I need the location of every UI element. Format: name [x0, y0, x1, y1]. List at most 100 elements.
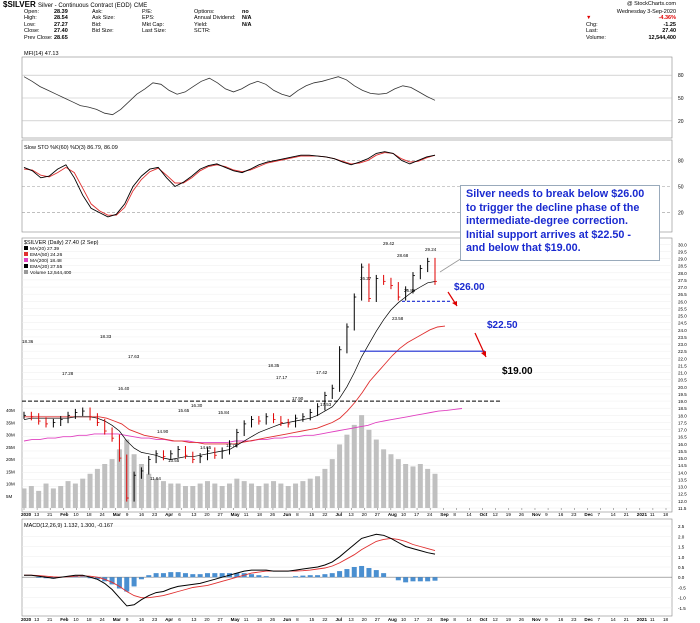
x-tick-label: Feb [60, 512, 68, 517]
quote-value: 28.65 [54, 34, 68, 41]
price-label: 26.85 [404, 288, 416, 293]
x-tick-label: Dec [584, 512, 593, 517]
x-tick-label: 17 [414, 617, 420, 622]
x-tick-label: May [231, 512, 240, 517]
quote-label: High: [24, 15, 37, 22]
volume-bar [146, 473, 152, 508]
exchange: CME [133, 3, 148, 9]
x-tick-label: 16 [139, 512, 145, 517]
volume-bar [87, 473, 93, 508]
quote-value: N/A [242, 21, 252, 28]
y-tick-label: -0.5 [678, 585, 686, 590]
x-tick-label: 10 [73, 617, 79, 622]
quote-mid3: Options: no Annual Dividend: N/A Yield: N/A… [194, 9, 274, 35]
y-tick-label: 25.0 [678, 314, 687, 319]
y-tick-label: 2.5 [678, 524, 685, 529]
price-label: 17.17 [276, 375, 288, 380]
y-tick-label: 14.0 [678, 470, 687, 475]
quote-value: 28.39 [54, 9, 68, 15]
price-label: 16.30 [191, 403, 203, 408]
macd-histogram-bar [263, 576, 269, 578]
volume-tick-label: 25M [6, 445, 15, 450]
macd-histogram-bar [381, 573, 387, 578]
annotation-line: Initial support arrives at $22.50 - [466, 228, 632, 241]
quote-mid1: Ask: Ask Size: Bid: Bid Size: [92, 9, 142, 35]
y-tick-label: 26.5 [678, 292, 687, 297]
price-label: 14.75 [226, 443, 238, 448]
volume-bar [212, 483, 218, 508]
arrow-1-head [452, 301, 457, 306]
mfi-line [23, 76, 436, 116]
volume-bar [263, 483, 269, 508]
volume-bar [116, 449, 122, 508]
volume-bar [160, 481, 166, 508]
volume-bar [359, 415, 365, 508]
volume-bar [138, 464, 144, 508]
volume-bar [381, 449, 387, 508]
macd-histogram-bar [212, 573, 218, 578]
volume-bar [182, 486, 188, 508]
macd-histogram-bar [160, 573, 166, 578]
y-tick-label: 30.0 [678, 242, 687, 247]
x-tick-label: 18 [257, 512, 263, 517]
x-tick-label: 21 [47, 512, 53, 517]
y-tick-label: 20 [678, 211, 684, 217]
x-tick-label: 8 [453, 512, 456, 517]
x-tick-label: 27 [218, 512, 224, 517]
macd-histogram-bar [234, 573, 240, 578]
y-tick-label: 50 [678, 185, 684, 191]
credit: @ StockCharts.com [627, 1, 676, 7]
volume-bar [373, 439, 379, 508]
y-tick-label: 26.0 [678, 299, 687, 304]
x-tick-label: 18 [663, 617, 669, 622]
volume-bar [432, 473, 438, 508]
y-tick-label: 29.5 [678, 249, 687, 254]
macd-histogram-bar [131, 577, 137, 587]
y-tick-label: 15.0 [678, 456, 687, 461]
x-tick-label: 20 [362, 512, 368, 517]
y-tick-label: 0.5 [678, 565, 685, 570]
macd-histogram-bar [190, 574, 196, 578]
y-tick-label: 20 [678, 119, 684, 125]
y-tick-label: 18.0 [678, 413, 687, 418]
quote-label: Open: [24, 9, 39, 15]
price-label: 18.35 [268, 363, 280, 368]
y-tick-label: 27.5 [678, 278, 687, 283]
volume-bar [403, 464, 409, 508]
x-tick-label: 14 [611, 617, 617, 622]
macd-histogram-bar [87, 577, 93, 579]
quote-label: Bid: [92, 21, 102, 28]
x-tick-label: 12 [493, 617, 499, 622]
x-tick-label: 10 [73, 512, 79, 517]
x-tick-label: 11 [650, 617, 655, 622]
price-label: 28.68 [397, 253, 409, 258]
quote-label: Close: [24, 28, 40, 35]
legend-entry: MA(200) 18.48 [30, 258, 62, 264]
ema50-line [24, 325, 446, 445]
x-tick-label: 19 [506, 617, 512, 622]
x-tick-label: Feb [60, 617, 68, 622]
x-tick-label: Apr [165, 617, 173, 622]
x-tick-label: 2021 [637, 512, 648, 517]
macd-histogram-bar [146, 575, 152, 578]
change-value: -1.25 [663, 21, 676, 28]
quote-label: Last: [586, 28, 598, 35]
x-tick-label: 11 [650, 512, 655, 517]
quote-label: Chg: [586, 21, 598, 28]
volume-bar [300, 481, 306, 508]
sto-d-line [23, 152, 436, 216]
instrument-name: Silver - Continuous Contract (EOD) [37, 3, 132, 9]
volume-bar [94, 468, 100, 508]
quote-label: Prev Close: [24, 34, 53, 41]
macd-histogram-bar [168, 572, 174, 578]
macd-histogram-bar [153, 573, 159, 578]
y-tick-label: 12.5 [678, 492, 687, 497]
legend-entry: Volume 12,544,400 [30, 270, 72, 276]
volume-bar [285, 486, 291, 508]
x-tick-label: 8 [296, 617, 299, 622]
x-tick-label: Apr [165, 512, 173, 517]
x-tick-label: 27 [375, 617, 381, 622]
quote-label: SCTR: [194, 28, 211, 35]
